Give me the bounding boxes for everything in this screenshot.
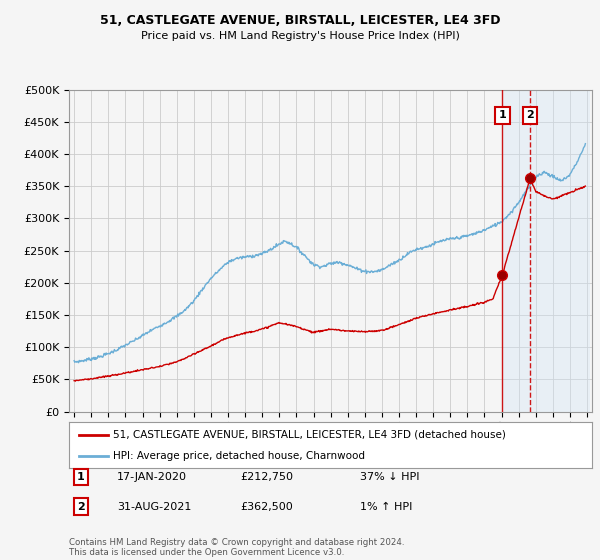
Text: Contains HM Land Registry data © Crown copyright and database right 2024.
This d: Contains HM Land Registry data © Crown c… bbox=[69, 538, 404, 557]
Text: 31-AUG-2021: 31-AUG-2021 bbox=[117, 502, 191, 512]
Bar bbox=[502, 90, 590, 412]
Text: 1: 1 bbox=[77, 472, 85, 482]
Text: £362,500: £362,500 bbox=[240, 502, 293, 512]
Text: 17-JAN-2020: 17-JAN-2020 bbox=[117, 472, 187, 482]
Text: £212,750: £212,750 bbox=[240, 472, 293, 482]
Text: 2: 2 bbox=[526, 110, 534, 120]
Text: Price paid vs. HM Land Registry's House Price Index (HPI): Price paid vs. HM Land Registry's House … bbox=[140, 31, 460, 41]
Text: 2: 2 bbox=[77, 502, 85, 512]
Text: 1: 1 bbox=[499, 110, 506, 120]
Text: 51, CASTLEGATE AVENUE, BIRSTALL, LEICESTER, LE4 3FD (detached house): 51, CASTLEGATE AVENUE, BIRSTALL, LEICEST… bbox=[113, 430, 506, 440]
Text: 37% ↓ HPI: 37% ↓ HPI bbox=[360, 472, 419, 482]
Text: 1% ↑ HPI: 1% ↑ HPI bbox=[360, 502, 412, 512]
Text: HPI: Average price, detached house, Charnwood: HPI: Average price, detached house, Char… bbox=[113, 451, 365, 461]
Text: 51, CASTLEGATE AVENUE, BIRSTALL, LEICESTER, LE4 3FD: 51, CASTLEGATE AVENUE, BIRSTALL, LEICEST… bbox=[100, 14, 500, 27]
